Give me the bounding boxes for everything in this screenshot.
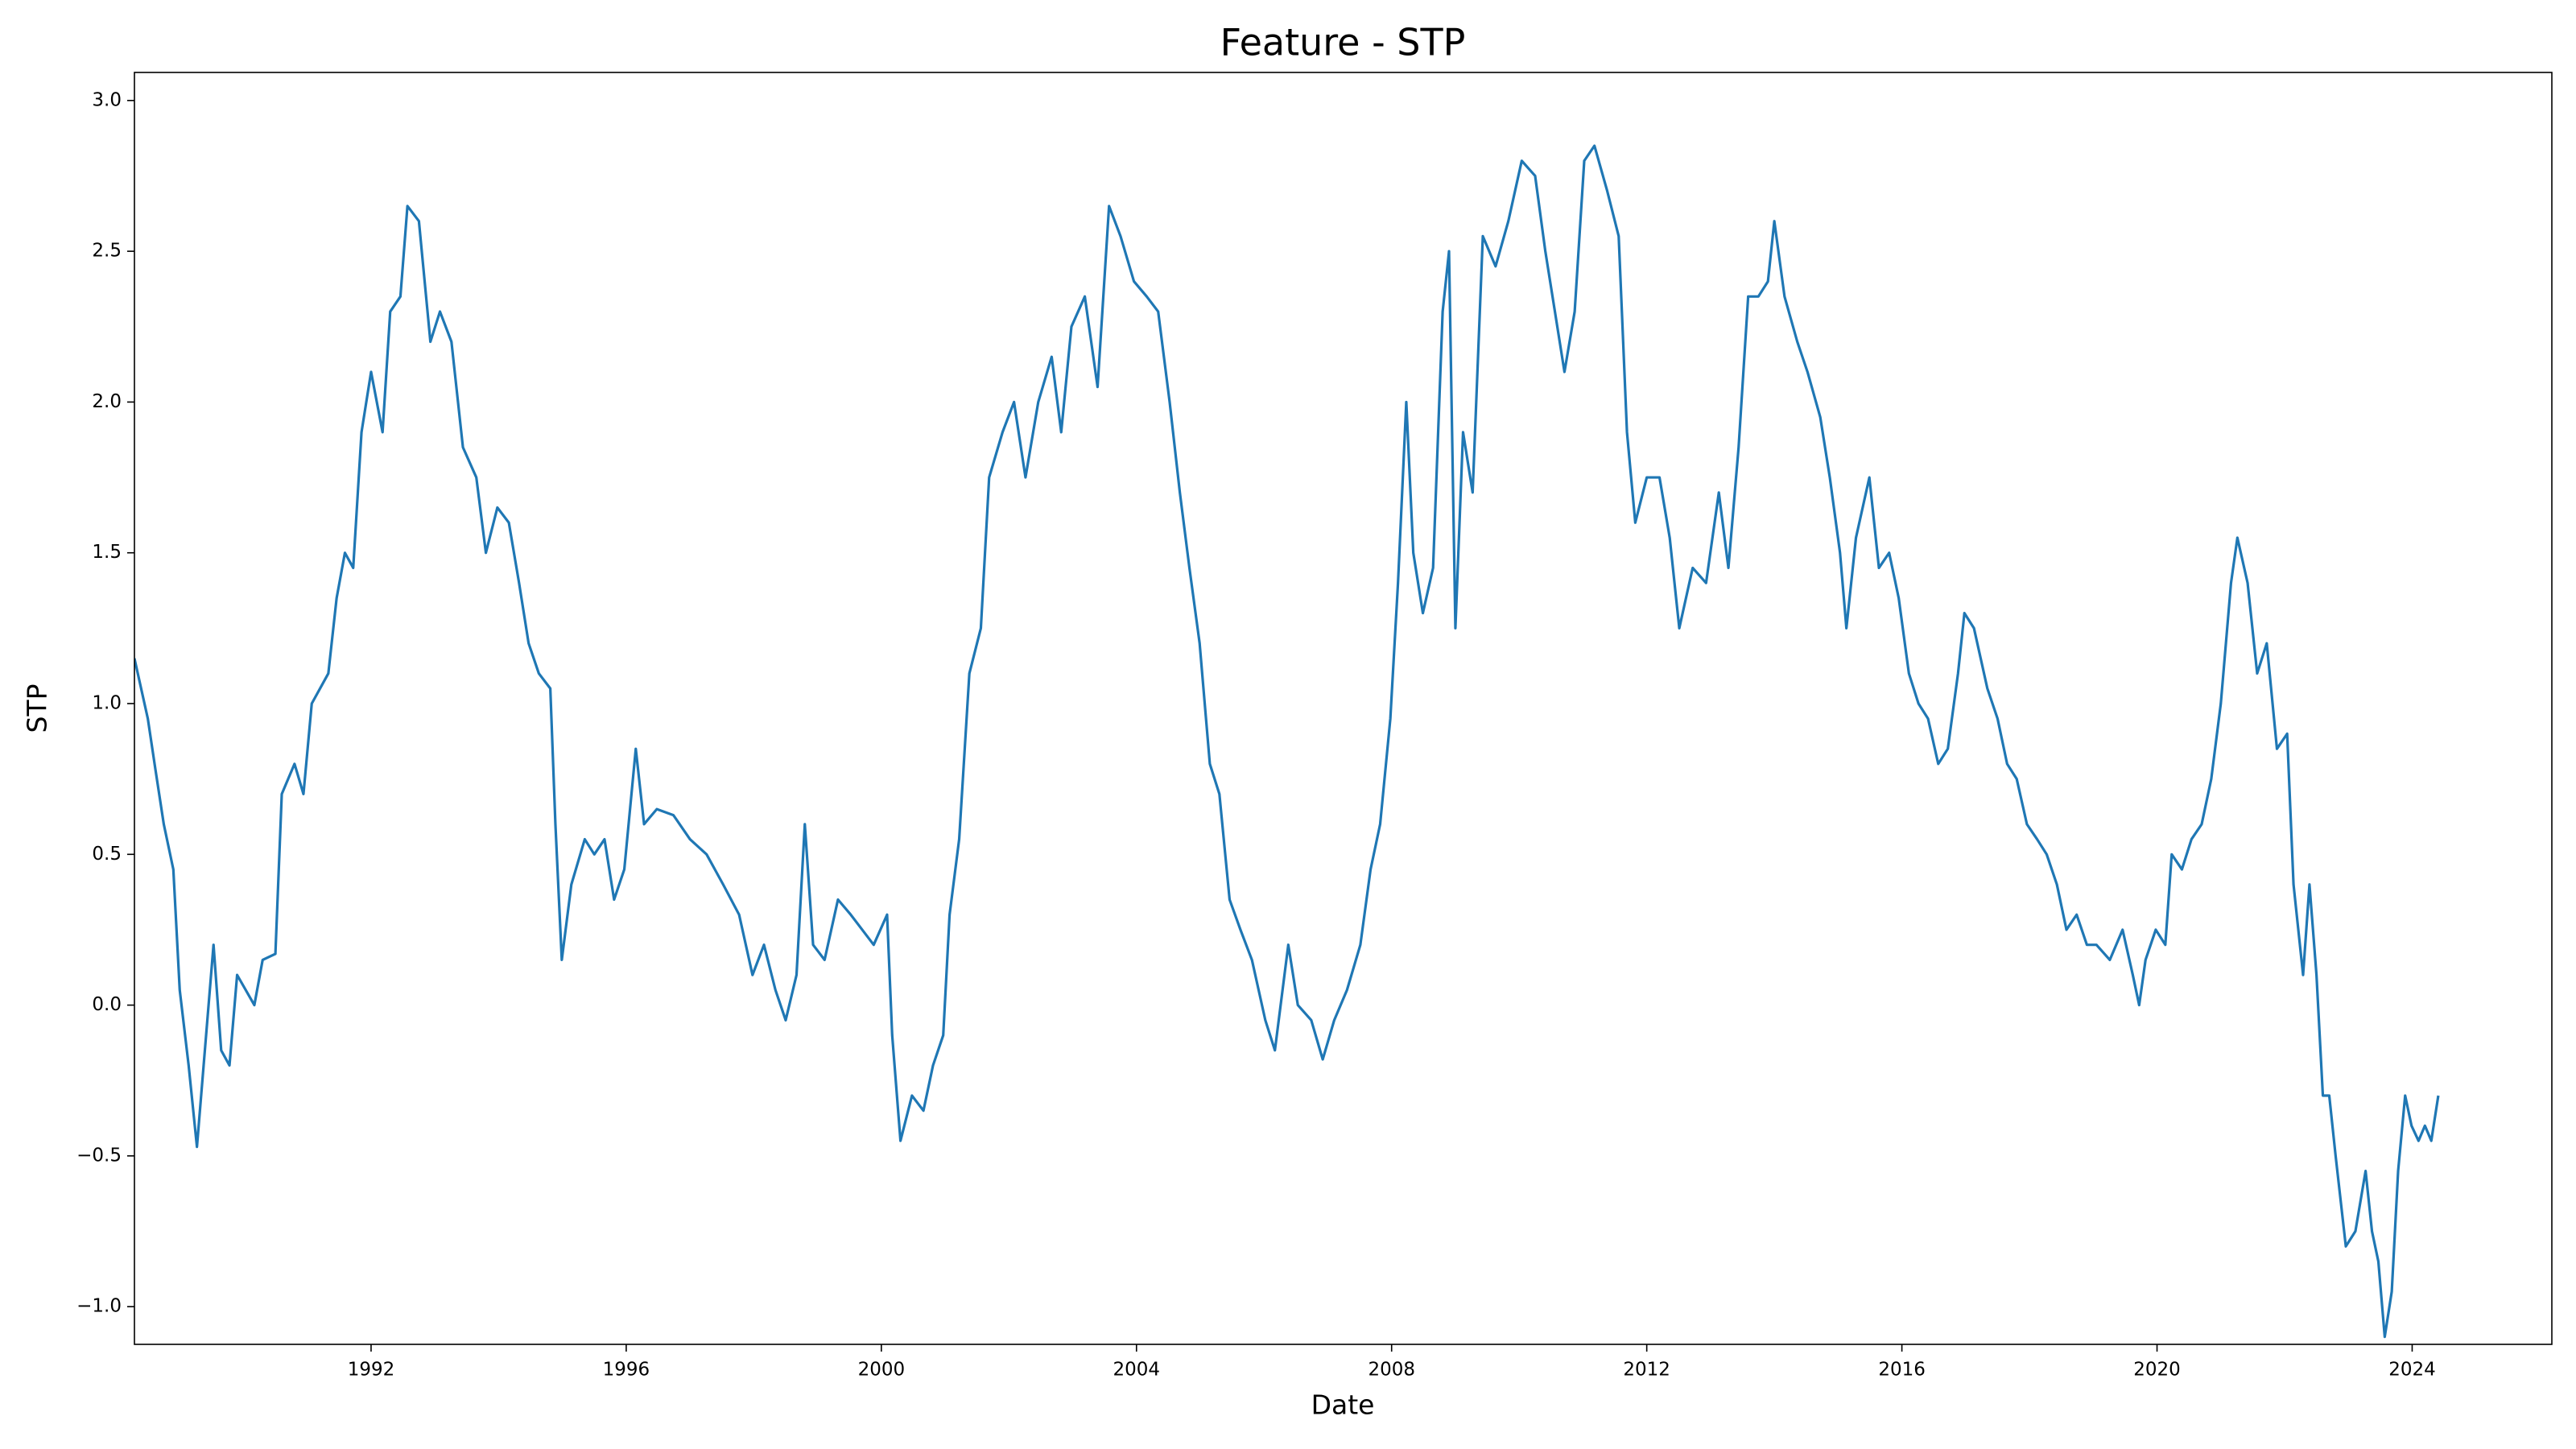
y-tick-label: 1.5	[92, 542, 122, 563]
y-tick-label: 0.0	[92, 994, 122, 1015]
x-tick-label: 1992	[348, 1360, 395, 1381]
data-line	[134, 144, 2440, 1339]
x-tick-label: 1996	[603, 1360, 650, 1381]
x-tick-label: 2000	[858, 1360, 906, 1381]
x-tick-label: 2016	[1878, 1360, 1926, 1381]
x-tick-label: 2008	[1368, 1360, 1415, 1381]
chart-title: Feature - STP	[1220, 21, 1466, 64]
y-tick-label: −0.5	[76, 1145, 122, 1166]
x-tick-label: 2024	[2388, 1360, 2436, 1381]
y-tick-label: 3.0	[92, 89, 122, 110]
y-axis-label: STP	[22, 683, 53, 733]
y-tick-label: 2.0	[92, 391, 122, 412]
x-axis-label: Date	[1311, 1389, 1375, 1421]
y-tick-label: 0.5	[92, 844, 122, 865]
y-tick-label: 1.0	[92, 693, 122, 714]
x-tick-label: 2012	[1623, 1360, 1670, 1381]
x-tick-label: 2020	[2133, 1360, 2181, 1381]
y-tick-label: −1.0	[76, 1296, 122, 1317]
x-tick-label: 2004	[1113, 1360, 1161, 1381]
y-tick-label: 2.5	[92, 241, 122, 262]
plot-frame	[134, 72, 2553, 1345]
